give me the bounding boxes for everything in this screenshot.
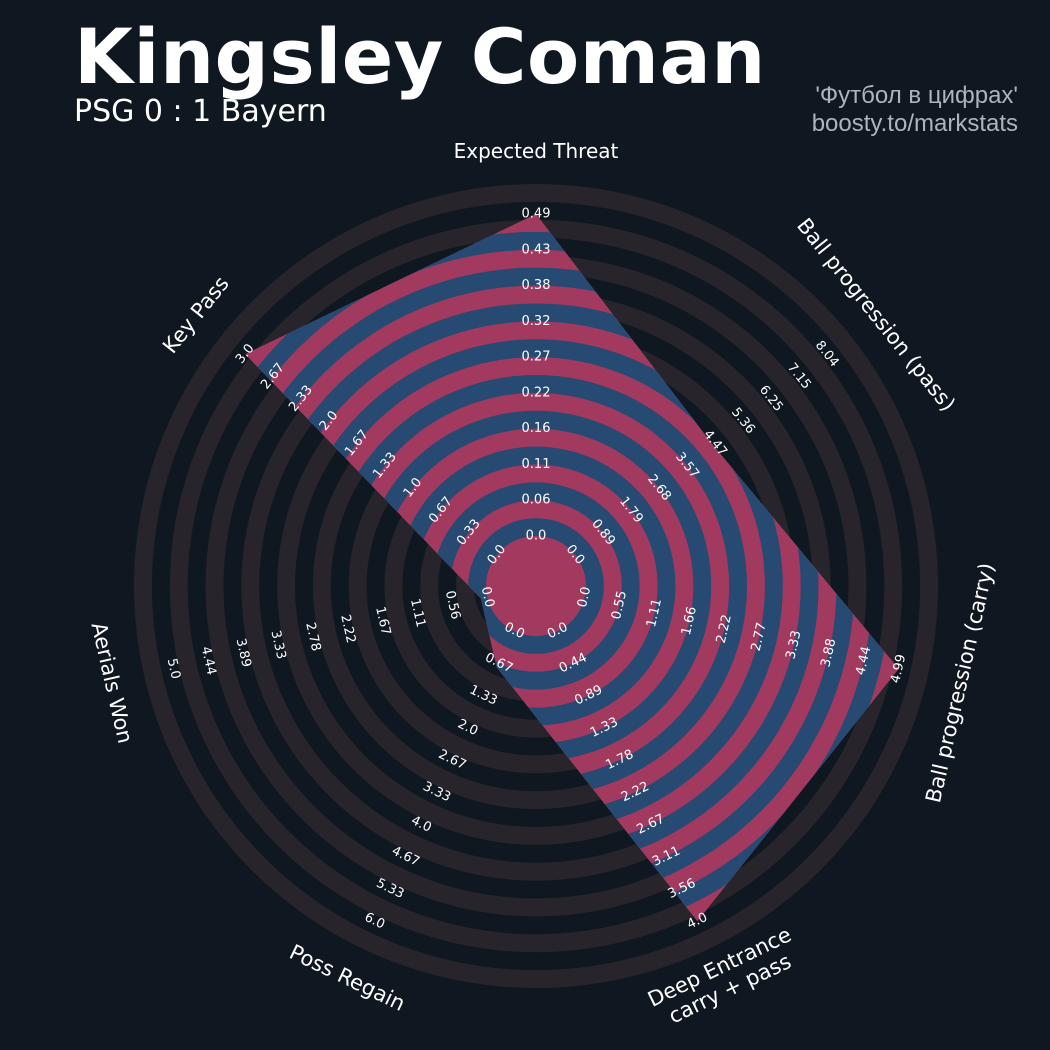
- tick-label: 0.32: [522, 314, 551, 329]
- tick-label: 2.78: [302, 621, 323, 653]
- tick-label: 0.11: [522, 457, 551, 472]
- tick-label: 3.33: [783, 629, 804, 661]
- tick-label: 0.38: [522, 278, 551, 293]
- tick-label: 3.88: [818, 637, 839, 669]
- player-name-title: Kingsley Coman: [74, 12, 766, 101]
- tick-label: 1.67: [372, 605, 393, 637]
- tick-label: 0.55: [609, 589, 630, 621]
- tick-label: 0.06: [522, 493, 551, 508]
- polygon-band: [486, 536, 586, 636]
- param-label: Expected Threat: [454, 139, 619, 163]
- tick-label: 2.22: [337, 613, 358, 645]
- tick-label: 1.11: [407, 597, 428, 629]
- tick-label: 3.89: [233, 637, 254, 669]
- tick-label: 2.77: [749, 621, 770, 653]
- tick-label: 0.22: [522, 385, 551, 400]
- tick-label: 0.0: [575, 585, 594, 609]
- credit-block: 'Футбол в цифрах' boosty.to/markstats: [812, 82, 1018, 138]
- tick-label: 0.16: [522, 421, 551, 436]
- tick-label: 5.0: [164, 657, 183, 681]
- tick-label: 0.56: [442, 589, 463, 621]
- tick-label: 2.22: [714, 613, 735, 645]
- tick-label: 1.11: [644, 597, 665, 629]
- match-subtitle: PSG 0 : 1 Bayern: [74, 94, 327, 129]
- tick-label: 4.44: [198, 645, 219, 677]
- credit-line-2: boosty.to/markstats: [811, 110, 1018, 137]
- tick-label: 0.49: [522, 207, 551, 222]
- tick-label: 4.44: [853, 645, 874, 677]
- tick-label: 0.0: [478, 585, 497, 609]
- param-label: Aerials Won: [86, 620, 137, 746]
- tick-label: 0.43: [522, 242, 551, 257]
- tick-label: 0.0: [526, 529, 547, 544]
- tick-label: 0.27: [522, 350, 551, 365]
- tick-label: 4.99: [888, 653, 909, 685]
- credit-line-1: 'Футбол в цифрах': [815, 82, 1018, 109]
- tick-label: 1.66: [679, 605, 700, 637]
- tick-label: 3.33: [267, 629, 288, 661]
